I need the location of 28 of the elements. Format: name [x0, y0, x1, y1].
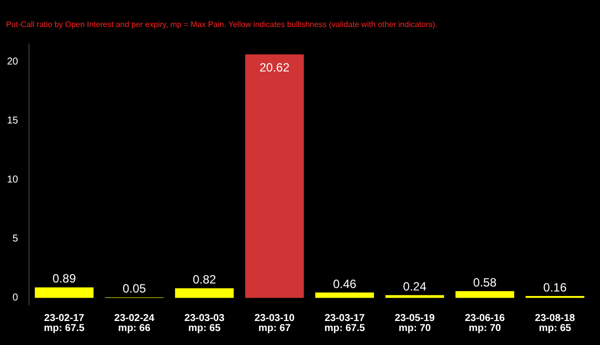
data-label: 0.24 — [403, 279, 427, 294]
y-tick-label: 20 — [7, 56, 19, 68]
data-label: 0.16 — [543, 280, 567, 294]
bar — [315, 292, 374, 298]
x-tick-label: 23-06-16 mp: 70 — [464, 312, 506, 334]
y-tick-label: 10 — [7, 174, 19, 186]
data-label: 0.82 — [192, 272, 216, 287]
bar — [455, 291, 514, 298]
data-label: 0.89 — [52, 272, 76, 286]
bar — [175, 288, 234, 298]
data-label: 0.46 — [332, 276, 357, 291]
x-tick-label: 23-03-17 mp: 67.5 — [324, 312, 366, 334]
bar — [245, 54, 304, 298]
y-tick-label: 15 — [7, 116, 19, 127]
x-tick-label: 23-02-17 mp: 67.5 — [44, 312, 85, 334]
data-label: 20.62 — [259, 60, 290, 75]
x-tick-label: 23-02-24 mp: 66 — [114, 312, 155, 334]
x-tick-label: 23-08-18 mp: 65 — [534, 312, 576, 334]
bar — [385, 295, 444, 298]
y-tick-label: 5 — [12, 234, 19, 245]
data-label: 0.05 — [122, 282, 146, 296]
x-tick-label: 23-03-03 mp: 65 — [184, 312, 225, 334]
x-tick-label: 23-05-19 mp: 70 — [394, 312, 436, 334]
chart-subtitle: Put-Call ratio by Open Interest and per expiry, mp = Max Pain. Yellow indicates bullishness (validate with other indicators). — [6, 20, 438, 29]
x-tick-label: 23-03-10 mp: 67 — [254, 312, 295, 334]
y-tick-label: 0 — [12, 292, 19, 304]
bar — [34, 287, 94, 298]
data-label: 0.58 — [473, 275, 497, 290]
